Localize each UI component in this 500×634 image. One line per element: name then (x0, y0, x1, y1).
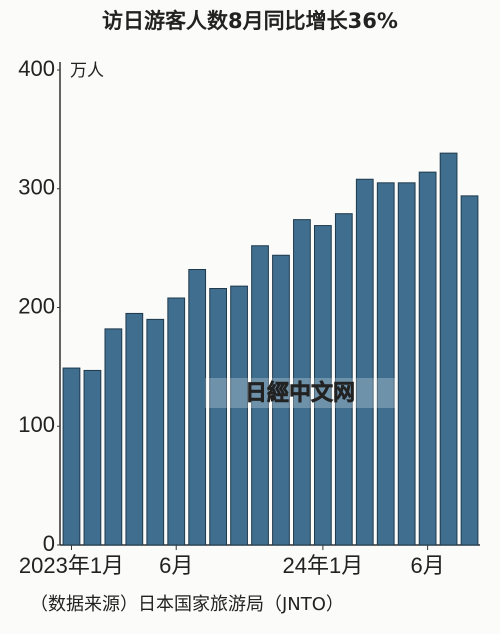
watermark: 日經中文网 (245, 380, 355, 406)
bar (397, 182, 416, 546)
x-tick-label: 2023年1月 (19, 553, 124, 578)
x-tick-label: 6月 (159, 553, 193, 578)
bar (146, 318, 165, 546)
bar (251, 245, 269, 546)
bar (209, 288, 228, 546)
y-tick-label: 200 (18, 293, 55, 318)
bar (313, 225, 332, 546)
y-tick-label: 0 (43, 531, 55, 556)
bar (376, 182, 395, 546)
y-tick-label: 100 (18, 412, 55, 437)
bar (188, 269, 207, 546)
bar (104, 328, 123, 546)
x-tick-label: 6月 (411, 553, 445, 578)
bar (230, 285, 248, 546)
bar (167, 297, 186, 546)
y-tick-label: 300 (18, 175, 55, 200)
bar (460, 195, 479, 546)
y-tick-label: 400 (18, 56, 55, 81)
bar (334, 213, 353, 546)
bar (293, 219, 311, 546)
bar (62, 367, 81, 546)
bar (272, 254, 290, 546)
bar (355, 178, 374, 546)
bar (125, 312, 144, 546)
watermark-bg (205, 378, 397, 408)
bar (439, 152, 458, 546)
x-tick-label: 24年1月 (283, 553, 364, 578)
unit-label: 万人 (70, 61, 104, 81)
bar (418, 171, 437, 546)
bar (83, 369, 102, 546)
chart-title: 访日游客人数8月同比增长36% (102, 9, 398, 33)
source-note: （数据来源）日本国家旅游局（JNTO） (30, 594, 344, 615)
